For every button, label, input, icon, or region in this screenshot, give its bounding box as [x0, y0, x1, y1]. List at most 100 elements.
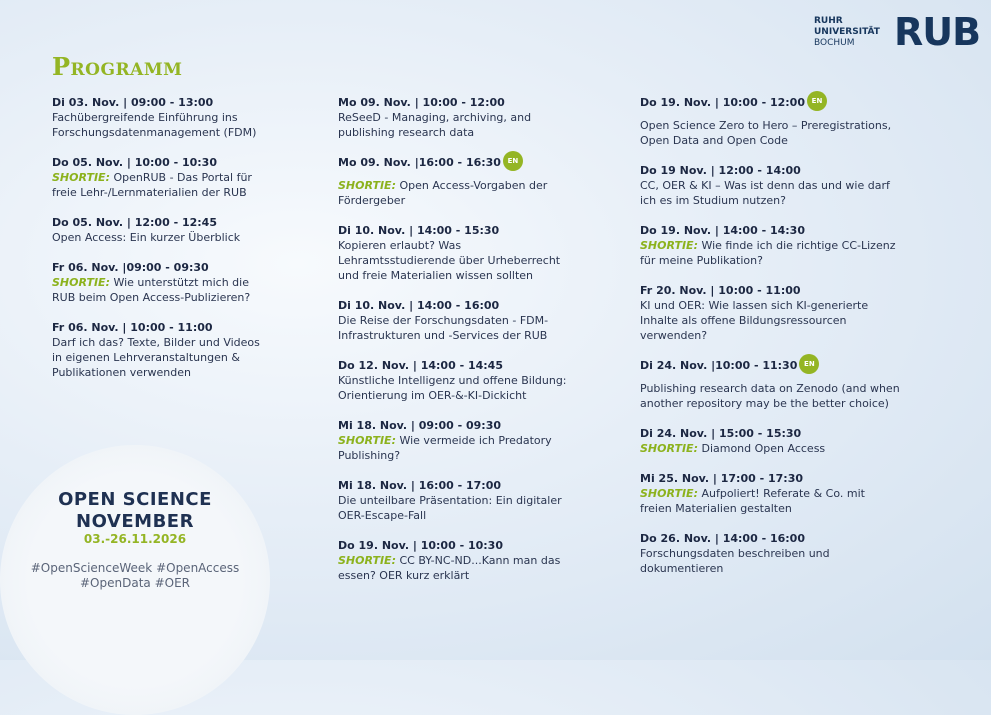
event-text: Fachübergreifende Einführung ins Forschu…: [52, 111, 257, 139]
event: Mi 25. Nov. | 17:00 - 17:30 SHORTIE: Aufp…: [640, 471, 900, 516]
event-date: Di 24. Nov. |10:00 - 11:30: [640, 359, 798, 372]
event: Do 05. Nov. | 12:00 - 12:45 Open Access: …: [52, 215, 270, 245]
event-description: SHORTIE: Wie finde ich die richtige CC-L…: [640, 238, 900, 268]
event-description: CC, OER & KI – Was ist denn das und wie …: [640, 178, 900, 208]
event-description: Die unteilbare Präsentation: Ein digital…: [338, 493, 580, 523]
event-date: Do 19. Nov. | 10:00 - 12:00: [640, 96, 805, 109]
event: Mo 09. Nov. |16:00 - 16:30 EN SHORTIE: Ope…: [338, 151, 580, 208]
shortie-tag: SHORTIE:: [640, 239, 698, 252]
event-description: SHORTIE: Wie unterstützt mich die RUB be…: [52, 275, 270, 305]
event-text: Open Science Zero to Hero – Preregistrat…: [640, 119, 892, 147]
event-date-row: Fr 20. Nov. | 10:00 - 11:00: [640, 283, 900, 298]
event-description: Darf ich das? Texte, Bilder und Videos i…: [52, 335, 270, 380]
event-description: Forschungsdaten beschreiben und dokument…: [640, 546, 900, 576]
event-text: Publishing research data on Zenodo (and …: [640, 382, 900, 410]
event-date: Do 26. Nov. | 14:00 - 16:00: [640, 532, 805, 545]
shortie-tag: SHORTIE:: [52, 171, 110, 184]
event-text: Diamond Open Access: [701, 442, 826, 455]
event-date-row: Do 05. Nov. | 10:00 - 10:30: [52, 155, 270, 170]
event-date: Fr 06. Nov. | 10:00 - 11:00: [52, 321, 213, 334]
logo-line: BOCHUM: [814, 38, 855, 48]
event-text: Aufpoliert! Referate & Co. mit freien Ma…: [640, 487, 865, 515]
event-description: Open Access: Ein kurzer Überblick: [52, 230, 270, 245]
event-description: Kopieren erlaubt? Was Lehramtsstudierend…: [338, 238, 580, 283]
event-text: Die unteilbare Präsentation: Ein digital…: [338, 494, 562, 522]
event-description: Publishing research data on Zenodo (and …: [640, 381, 900, 411]
column: Do 19. Nov. | 10:00 - 12:00 EN Open Scienc…: [640, 91, 900, 576]
hashtags: #OpenScienceWeek #OpenAccess #OpenData #…: [0, 561, 270, 591]
logo-line: RUHR: [814, 16, 843, 26]
column: Di 03. Nov. | 09:00 - 13:00 Fachübergreif…: [52, 95, 270, 380]
event-date: Mi 25. Nov. | 17:00 - 17:30: [640, 472, 804, 485]
event-description: Künstliche Intelligenz und offene Bildun…: [338, 373, 580, 403]
event-text: KI und OER: Wie lassen sich KI-generiert…: [640, 299, 869, 342]
event-text: CC BY-NC-ND...Kann man das essen? OER ku…: [338, 554, 561, 582]
event: Do 26. Nov. | 14:00 - 16:00 Forschungsdat…: [640, 531, 900, 576]
event: Do 19. Nov. | 10:00 - 10:30 SHORTIE: CC B…: [338, 538, 580, 583]
event-date: Do 05. Nov. | 12:00 - 12:45: [52, 216, 217, 229]
badge-line: OPEN SCIENCE: [58, 489, 212, 510]
event-date-row: Mo 09. Nov. |16:00 - 16:30 EN: [338, 151, 580, 178]
badge-heading: OPEN SCIENCE NOVEMBER: [0, 489, 270, 533]
shortie-tag: SHORTIE:: [338, 554, 396, 567]
event-description: Open Science Zero to Hero – Preregistrat…: [640, 118, 900, 148]
event-date: Do 12. Nov. | 14:00 - 14:45: [338, 359, 503, 372]
event-date-row: Do 12. Nov. | 14:00 - 14:45: [338, 358, 580, 373]
event-text: CC, OER & KI – Was ist denn das und wie …: [640, 179, 890, 207]
event-description: SHORTIE: Wie vermeide ich Predatory Publ…: [338, 433, 580, 463]
event-date: Do 19. Nov. | 10:00 - 10:30: [338, 539, 503, 552]
badge-dates: 03.-26.11.2026: [83, 532, 187, 546]
event: Di 03. Nov. | 09:00 - 13:00 Fachübergreif…: [52, 95, 270, 140]
language-badge: EN: [806, 91, 827, 111]
event-date-row: Di 03. Nov. | 09:00 - 13:00: [52, 95, 270, 110]
event-date: Fr 06. Nov. |09:00 - 09:30: [52, 261, 209, 274]
event-date: Mo 09. Nov. | 10:00 - 12:00: [338, 96, 505, 109]
event-text: ReSeeD - Managing, archiving, and publis…: [338, 111, 532, 139]
event-description: SHORTIE: OpenRUB - Das Portal für freie …: [52, 170, 270, 200]
hashtag-line: #OpenData #OER: [80, 576, 190, 590]
event-date-row: Mi 18. Nov. | 16:00 - 17:00: [338, 478, 580, 493]
event-date: Do 19 Nov. | 12:00 - 14:00: [640, 164, 801, 177]
event-date-row: Mo 09. Nov. | 10:00 - 12:00: [338, 95, 580, 110]
event-date-row: Do 19 Nov. | 12:00 - 14:00: [640, 163, 900, 178]
event-date-row: Mi 18. Nov. | 09:00 - 09:30: [338, 418, 580, 433]
event: Mi 18. Nov. | 09:00 - 09:30 SHORTIE: Wie …: [338, 418, 580, 463]
event: Do 19 Nov. | 12:00 - 14:00 CC, OER & KI –…: [640, 163, 900, 208]
event-date-row: Do 26. Nov. | 14:00 - 16:00: [640, 531, 900, 546]
shortie-tag: SHORTIE:: [338, 179, 396, 192]
event-text: Kopieren erlaubt? Was Lehramtsstudierend…: [338, 239, 561, 282]
logo-line: UNIVERSITÄT: [814, 27, 880, 37]
event: Di 10. Nov. | 14:00 - 16:00 Die Reise der…: [338, 298, 580, 343]
event-date: Mo 09. Nov. |16:00 - 16:30: [338, 156, 501, 169]
event: Di 24. Nov. |10:00 - 11:30 EN Publishing r…: [640, 354, 900, 411]
logo-words: RUHR UNIVERSITÄT BOCHUM: [814, 16, 880, 49]
event: Fr 06. Nov. |09:00 - 09:30 SHORTIE: Wie u…: [52, 260, 270, 305]
event-date-row: Mi 25. Nov. | 17:00 - 17:30: [640, 471, 900, 486]
event: Mo 09. Nov. | 10:00 - 12:00 ReSeeD - Mana…: [338, 95, 580, 140]
event: Mi 18. Nov. | 16:00 - 17:00 Die unteilbar…: [338, 478, 580, 523]
event: Fr 06. Nov. | 10:00 - 11:00 Darf ich das?…: [52, 320, 270, 380]
event-text: Wie vermeide ich Predatory Publishing?: [338, 434, 552, 462]
event-date-row: Di 10. Nov. | 14:00 - 15:30: [338, 223, 580, 238]
event-date: Do 19. Nov. | 14:00 - 14:30: [640, 224, 805, 237]
event-date: Di 03. Nov. | 09:00 - 13:00: [52, 96, 214, 109]
event-description: ReSeeD - Managing, archiving, and publis…: [338, 110, 580, 140]
event-description: SHORTIE: Diamond Open Access: [640, 441, 900, 456]
shortie-tag: SHORTIE:: [52, 276, 110, 289]
event: Di 10. Nov. | 14:00 - 15:30 Kopieren erla…: [338, 223, 580, 283]
shortie-tag: SHORTIE:: [640, 442, 698, 455]
event: Fr 20. Nov. | 10:00 - 11:00 KI und OER: W…: [640, 283, 900, 343]
event-date: Di 10. Nov. | 14:00 - 16:00: [338, 299, 500, 312]
event-description: Fachübergreifende Einführung ins Forschu…: [52, 110, 270, 140]
event-text: OpenRUB - Das Portal für freie Lehr-/Ler…: [52, 171, 252, 199]
event: Do 19. Nov. | 10:00 - 12:00 EN Open Scienc…: [640, 91, 900, 148]
event-text: Open Access: Ein kurzer Überblick: [52, 231, 241, 244]
event-date-row: Do 19. Nov. | 14:00 - 14:30: [640, 223, 900, 238]
event: Do 19. Nov. | 14:00 - 14:30 SHORTIE: Wie …: [640, 223, 900, 268]
event-date-row: Do 19. Nov. | 10:00 - 10:30: [338, 538, 580, 553]
event-text: Open Access-Vorgaben der Fördergeber: [338, 179, 548, 207]
event-description: Die Reise der Forschungsdaten - FDM-Infr…: [338, 313, 580, 343]
event-description: KI und OER: Wie lassen sich KI-generiert…: [640, 298, 900, 343]
event-text: Wie finde ich die richtige CC-Lizenz für…: [640, 239, 896, 267]
event-date: Mi 18. Nov. | 09:00 - 09:30: [338, 419, 502, 432]
